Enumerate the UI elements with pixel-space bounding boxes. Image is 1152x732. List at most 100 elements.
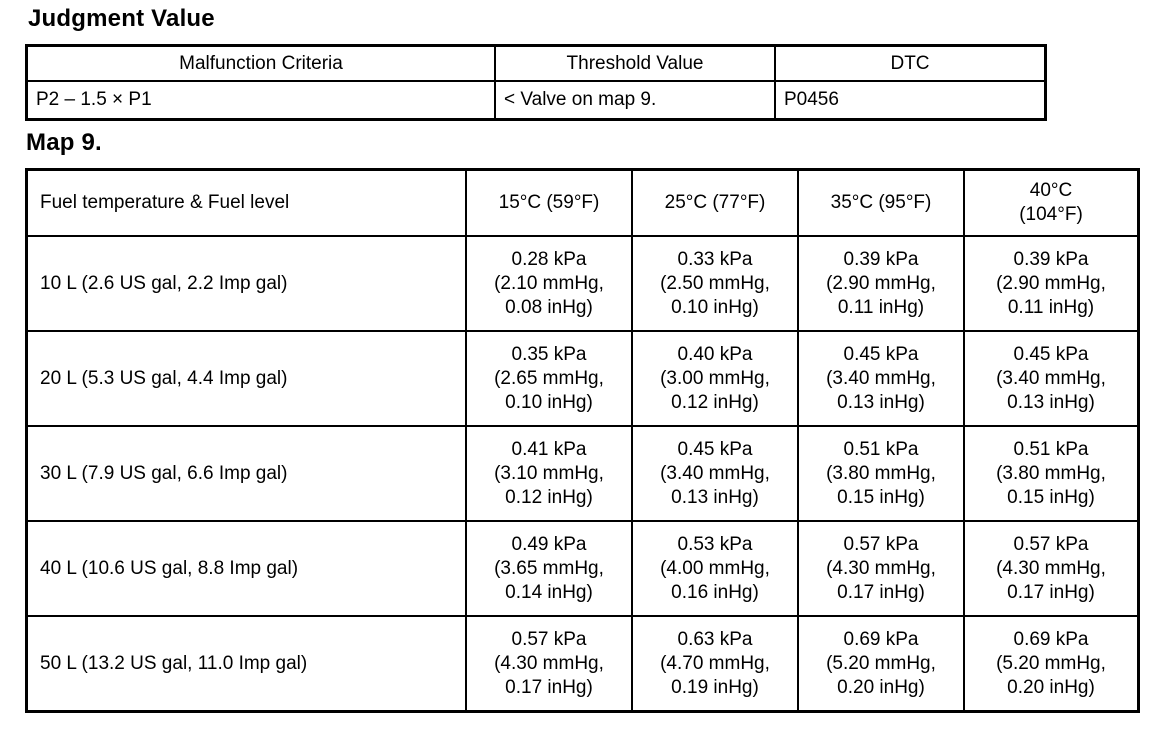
pressure-mmhg: (5.20 mmHg, bbox=[996, 652, 1106, 674]
pressure-inhg: 0.10 inHg) bbox=[505, 391, 593, 413]
pressure-cell: 0.39 kPa (2.90 mmHg, 0.11 inHg) bbox=[797, 235, 965, 332]
fuel-level-cell: 30 L (7.9 US gal, 6.6 Imp gal) bbox=[25, 425, 467, 522]
pressure-cell: 0.57 kPa (4.30 mmHg, 0.17 inHg) bbox=[963, 520, 1140, 617]
map9-row-10l: 10 L (2.6 US gal, 2.2 Imp gal) 0.28 kPa … bbox=[25, 235, 1140, 332]
malfunction-criteria-header: Malfunction Criteria bbox=[25, 44, 496, 82]
temp-25c-header: 25°C (77°F) bbox=[631, 168, 799, 237]
pressure-inhg: 0.19 inHg) bbox=[671, 676, 759, 698]
pressure-cell: 0.28 kPa (2.10 mmHg, 0.08 inHg) bbox=[465, 235, 633, 332]
pressure-inhg: 0.12 inHg) bbox=[505, 486, 593, 508]
pressure-mmhg: (2.10 mmHg, bbox=[494, 272, 604, 294]
pressure-mmhg: (2.50 mmHg, bbox=[660, 272, 770, 294]
pressure-inhg: 0.15 inHg) bbox=[837, 486, 925, 508]
pressure-kpa: 0.53 kPa bbox=[677, 533, 753, 555]
pressure-cell: 0.51 kPa (3.80 mmHg, 0.15 inHg) bbox=[797, 425, 965, 522]
pressure-mmhg: (4.70 mmHg, bbox=[660, 652, 770, 674]
pressure-inhg: 0.08 inHg) bbox=[505, 296, 593, 318]
pressure-cell: 0.35 kPa (2.65 mmHg, 0.10 inHg) bbox=[465, 330, 633, 427]
pressure-kpa: 0.39 kPa bbox=[1013, 248, 1089, 270]
fuel-level-cell: 20 L (5.3 US gal, 4.4 Imp gal) bbox=[25, 330, 467, 427]
pressure-mmhg: (3.40 mmHg, bbox=[996, 367, 1106, 389]
pressure-inhg: 0.20 inHg) bbox=[1007, 676, 1095, 698]
judgment-value-table: Malfunction Criteria Threshold Value DTC… bbox=[25, 44, 1047, 121]
judgment-value-heading: Judgment Value bbox=[28, 5, 215, 32]
pressure-kpa: 0.51 kPa bbox=[843, 438, 919, 460]
pressure-kpa: 0.69 kPa bbox=[1013, 628, 1089, 650]
pressure-cell: 0.45 kPa (3.40 mmHg, 0.13 inHg) bbox=[631, 425, 799, 522]
pressure-cell: 0.39 kPa (2.90 mmHg, 0.11 inHg) bbox=[963, 235, 1140, 332]
pressure-mmhg: (4.30 mmHg, bbox=[996, 557, 1106, 579]
map9-table: Fuel temperature & Fuel level 15°C (59°F… bbox=[25, 168, 1140, 713]
temp-35c-header: 35°C (95°F) bbox=[797, 168, 965, 237]
dtc-header: DTC bbox=[774, 44, 1047, 82]
judgment-data-row: P2 – 1.5 × P1 < Valve on map 9. P0456 bbox=[25, 80, 1047, 121]
pressure-cell: 0.69 kPa (5.20 mmHg, 0.20 inHg) bbox=[797, 615, 965, 713]
pressure-cell: 0.63 kPa (4.70 mmHg, 0.19 inHg) bbox=[631, 615, 799, 713]
pressure-mmhg: (2.90 mmHg, bbox=[826, 272, 936, 294]
pressure-inhg: 0.13 inHg) bbox=[671, 486, 759, 508]
fuel-level-cell: 10 L (2.6 US gal, 2.2 Imp gal) bbox=[25, 235, 467, 332]
map9-row-40l: 40 L (10.6 US gal, 8.8 Imp gal) 0.49 kPa… bbox=[25, 520, 1140, 617]
pressure-kpa: 0.40 kPa bbox=[677, 343, 753, 365]
threshold-value-header: Threshold Value bbox=[494, 44, 776, 82]
fuel-level-cell: 40 L (10.6 US gal, 8.8 Imp gal) bbox=[25, 520, 467, 617]
pressure-cell: 0.40 kPa (3.00 mmHg, 0.12 inHg) bbox=[631, 330, 799, 427]
pressure-cell: 0.53 kPa (4.00 mmHg, 0.16 inHg) bbox=[631, 520, 799, 617]
pressure-mmhg: (3.40 mmHg, bbox=[826, 367, 936, 389]
pressure-inhg: 0.17 inHg) bbox=[1007, 581, 1095, 603]
pressure-kpa: 0.45 kPa bbox=[843, 343, 919, 365]
malfunction-criteria-cell: P2 – 1.5 × P1 bbox=[25, 80, 496, 121]
pressure-kpa: 0.41 kPa bbox=[511, 438, 587, 460]
pressure-mmhg: (4.00 mmHg, bbox=[660, 557, 770, 579]
pressure-kpa: 0.39 kPa bbox=[843, 248, 919, 270]
pressure-mmhg: (4.30 mmHg, bbox=[494, 652, 604, 674]
pressure-mmhg: (3.00 mmHg, bbox=[660, 367, 770, 389]
pressure-mmhg: (3.10 mmHg, bbox=[494, 462, 604, 484]
pressure-kpa: 0.33 kPa bbox=[677, 248, 753, 270]
pressure-mmhg: (4.30 mmHg, bbox=[826, 557, 936, 579]
pressure-kpa: 0.51 kPa bbox=[1013, 438, 1089, 460]
temp-15c-header: 15°C (59°F) bbox=[465, 168, 633, 237]
pressure-mmhg: (3.65 mmHg, bbox=[494, 557, 604, 579]
threshold-value-cell: < Valve on map 9. bbox=[494, 80, 776, 121]
pressure-cell: 0.49 kPa (3.65 mmHg, 0.14 inHg) bbox=[465, 520, 633, 617]
pressure-mmhg: (5.20 mmHg, bbox=[826, 652, 936, 674]
fuel-level-cell: 50 L (13.2 US gal, 11.0 Imp gal) bbox=[25, 615, 467, 713]
pressure-inhg: 0.13 inHg) bbox=[1007, 391, 1095, 413]
pressure-inhg: 0.15 inHg) bbox=[1007, 486, 1095, 508]
pressure-mmhg: (2.90 mmHg, bbox=[996, 272, 1106, 294]
pressure-kpa: 0.28 kPa bbox=[511, 248, 587, 270]
pressure-cell: 0.45 kPa (3.40 mmHg, 0.13 inHg) bbox=[963, 330, 1140, 427]
pressure-mmhg: (3.80 mmHg, bbox=[996, 462, 1106, 484]
pressure-cell: 0.51 kPa (3.80 mmHg, 0.15 inHg) bbox=[963, 425, 1140, 522]
pressure-cell: 0.41 kPa (3.10 mmHg, 0.12 inHg) bbox=[465, 425, 633, 522]
pressure-kpa: 0.57 kPa bbox=[511, 628, 587, 650]
pressure-inhg: 0.20 inHg) bbox=[837, 676, 925, 698]
pressure-cell: 0.57 kPa (4.30 mmHg, 0.17 inHg) bbox=[797, 520, 965, 617]
map9-row-20l: 20 L (5.3 US gal, 4.4 Imp gal) 0.35 kPa … bbox=[25, 330, 1140, 427]
pressure-kpa: 0.63 kPa bbox=[677, 628, 753, 650]
pressure-inhg: 0.11 inHg) bbox=[1007, 296, 1095, 318]
pressure-inhg: 0.17 inHg) bbox=[837, 581, 925, 603]
map9-heading: Map 9. bbox=[26, 129, 102, 156]
pressure-inhg: 0.17 inHg) bbox=[505, 676, 593, 698]
pressure-mmhg: (2.65 mmHg, bbox=[494, 367, 604, 389]
temp-40c-line1: 40°C bbox=[1029, 180, 1073, 201]
pressure-kpa: 0.49 kPa bbox=[511, 533, 587, 555]
pressure-cell: 0.33 kPa (2.50 mmHg, 0.10 inHg) bbox=[631, 235, 799, 332]
dtc-cell: P0456 bbox=[774, 80, 1047, 121]
pressure-inhg: 0.13 inHg) bbox=[837, 391, 925, 413]
pressure-kpa: 0.69 kPa bbox=[843, 628, 919, 650]
pressure-mmhg: (3.80 mmHg, bbox=[826, 462, 936, 484]
pressure-inhg: 0.14 inHg) bbox=[505, 581, 593, 603]
temp-40c-line2: (104°F) bbox=[1019, 204, 1083, 225]
map9-row-50l: 50 L (13.2 US gal, 11.0 Imp gal) 0.57 kP… bbox=[25, 615, 1140, 713]
pressure-cell: 0.57 kPa (4.30 mmHg, 0.17 inHg) bbox=[465, 615, 633, 713]
fuel-temp-level-header: Fuel temperature & Fuel level bbox=[25, 168, 467, 237]
pressure-cell: 0.45 kPa (3.40 mmHg, 0.13 inHg) bbox=[797, 330, 965, 427]
pressure-kpa: 0.35 kPa bbox=[511, 343, 587, 365]
pressure-kpa: 0.57 kPa bbox=[843, 533, 919, 555]
pressure-mmhg: (3.40 mmHg, bbox=[660, 462, 770, 484]
judgment-header-row: Malfunction Criteria Threshold Value DTC bbox=[25, 44, 1047, 82]
